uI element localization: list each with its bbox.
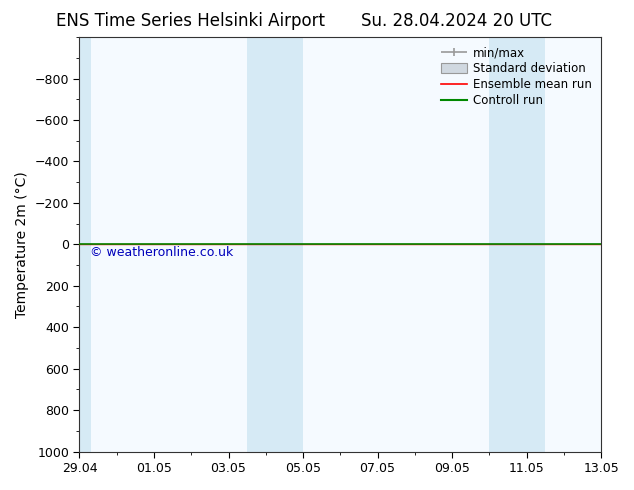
Text: © weatheronline.co.uk: © weatheronline.co.uk: [90, 246, 233, 259]
Bar: [247, 37, 303, 452]
Y-axis label: Temperature 2m (°C): Temperature 2m (°C): [15, 171, 29, 318]
Text: ENS Time Series Helsinki Airport: ENS Time Series Helsinki Airport: [56, 12, 325, 30]
Bar: [489, 37, 545, 452]
Text: Su. 28.04.2024 20 UTC: Su. 28.04.2024 20 UTC: [361, 12, 552, 30]
Bar: [79, 37, 91, 452]
Legend: min/max, Standard deviation, Ensemble mean run, Controll run: min/max, Standard deviation, Ensemble me…: [436, 42, 597, 112]
